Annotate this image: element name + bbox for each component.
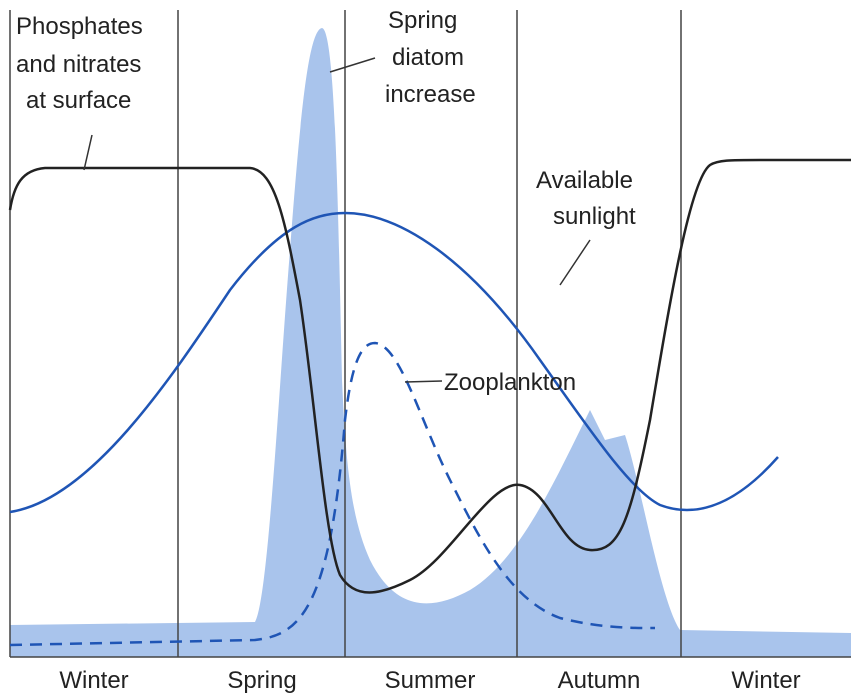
season-label: Autumn (558, 667, 641, 694)
sunlight-curve (9, 211, 779, 514)
label-line: Available (536, 167, 633, 194)
season-label: Winter (731, 667, 800, 694)
zooplankton-curve (9, 341, 656, 647)
season-label: Spring (227, 667, 296, 694)
label-line: Spring (388, 7, 457, 34)
leader-lines (83, 57, 591, 383)
label-line: increase (385, 81, 476, 108)
label-line: Phosphates (16, 13, 143, 40)
nutrients-curve (8, 158, 851, 594)
season-dividers (9, 10, 851, 658)
label-line: and nitrates (16, 51, 141, 78)
sunlight-label: Available sunlight (536, 167, 636, 230)
zooplankton-label: Zooplankton (444, 369, 576, 396)
label-line: diatom (392, 44, 464, 71)
season-label: Summer (385, 667, 476, 694)
season-labels: Winter Spring Summer Autumn Winter (59, 667, 800, 694)
label-line: sunlight (553, 203, 636, 230)
season-label: Winter (59, 667, 128, 694)
diatom-label: Spring diatom increase (385, 7, 476, 108)
label-line: at surface (26, 87, 131, 114)
nutrients-label: Phosphates and nitrates at surface (16, 13, 143, 114)
diatom-area (10, 28, 851, 657)
